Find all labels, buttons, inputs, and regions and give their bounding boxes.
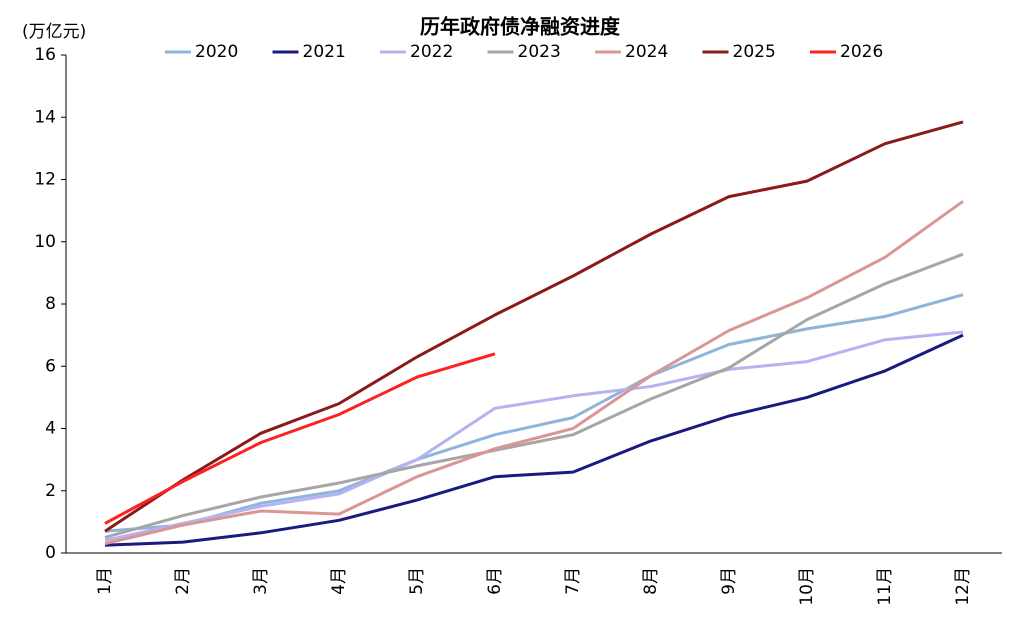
y-tick-label: 4: [45, 419, 56, 439]
series-line: [104, 330, 964, 542]
y-tick-label: 2: [45, 481, 56, 501]
series-line: [104, 293, 964, 533]
legend-label: 2025: [733, 42, 776, 62]
x-tick-label: 7月: [563, 567, 583, 595]
series-line: [104, 333, 964, 547]
y-axis-label: (万亿元): [22, 22, 86, 42]
series-line: [104, 352, 496, 525]
series-line: [104, 252, 964, 539]
y-tick-label: 12: [34, 170, 56, 190]
x-tick-label: 12月: [953, 567, 973, 606]
x-tick-label: 1月: [95, 567, 115, 595]
x-tick-label: 2月: [173, 567, 193, 595]
series-line: [104, 120, 964, 533]
x-tick-label: 10月: [797, 567, 817, 606]
legend-label: 2024: [625, 42, 668, 62]
legend-label: 2023: [518, 42, 561, 62]
y-tick-label: 16: [34, 45, 56, 65]
y-tick-label: 14: [34, 107, 56, 127]
legend-label: 2021: [303, 42, 346, 62]
chart-title: 历年政府债净融资进度: [420, 15, 621, 39]
y-tick-label: 6: [45, 356, 56, 376]
y-tick-label: 10: [34, 232, 56, 252]
x-tick-label: 11月: [875, 567, 895, 606]
x-tick-label: 9月: [719, 567, 739, 595]
x-tick-label: 4月: [329, 567, 349, 595]
legend-label: 2022: [410, 42, 453, 62]
x-tick-label: 8月: [641, 567, 661, 595]
y-tick-label: 0: [45, 543, 56, 563]
series-line: [104, 200, 964, 546]
x-tick-label: 6月: [485, 567, 505, 595]
legend-label: 2026: [840, 42, 883, 62]
legend-label: 2020: [195, 42, 238, 62]
y-tick-label: 8: [45, 294, 56, 314]
x-tick-label: 3月: [251, 567, 271, 595]
x-tick-label: 5月: [407, 567, 427, 595]
